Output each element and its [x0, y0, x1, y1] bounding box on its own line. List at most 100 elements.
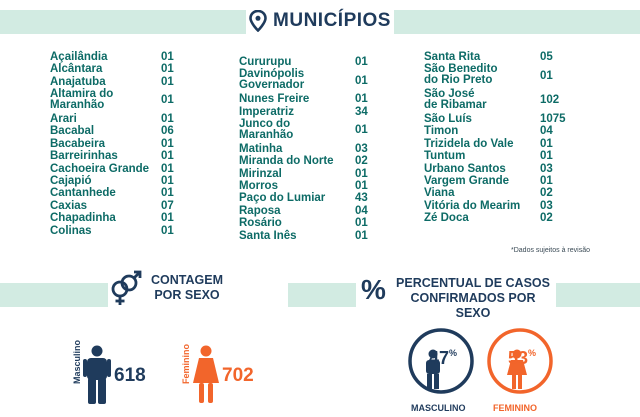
- municipality-name: Timon: [424, 125, 459, 138]
- municipality-name: Trizidela do Vale: [424, 137, 514, 150]
- municipality-row: Tuntum 01: [424, 150, 553, 163]
- municipality-row: Mirinzal 01: [239, 167, 368, 180]
- municipality-name: Zé Doca: [424, 212, 469, 225]
- municipality-count: 01: [161, 75, 174, 88]
- municipality-name: Urbano Santos: [424, 162, 506, 175]
- revision-note: *Dados sujeitos à revisão: [511, 247, 590, 254]
- municipality-count: 01: [161, 175, 174, 187]
- municipality-count: 02: [355, 155, 368, 168]
- municipality-row: Imperatriz 34: [239, 105, 368, 118]
- municipality-count: 102: [540, 94, 560, 107]
- municipality-count: 01: [355, 74, 368, 87]
- municipality-name: de Ribamar: [424, 99, 487, 112]
- municipality-name: Tuntum: [424, 150, 466, 163]
- municipality-name: Nunes Freire: [239, 93, 310, 106]
- municipality-count: 07: [161, 199, 174, 212]
- municipality-count: 1075: [540, 113, 566, 125]
- municipality-name: Arari: [50, 113, 77, 125]
- municipality-count: 01: [355, 167, 368, 180]
- municipality-count: 01: [161, 224, 174, 237]
- municipality-row: Vargem Grande 01: [424, 175, 553, 187]
- municipality-count: 01: [355, 124, 368, 137]
- male-percent-label: MASCULINO: [411, 403, 466, 413]
- municipality-row: São Benedito do Rio Preto 01: [424, 64, 553, 87]
- municipality-name: Matinha: [239, 142, 283, 155]
- municipality-row: Cururupu 01: [239, 56, 368, 68]
- municipality-name: Bacabal: [50, 125, 95, 138]
- municipality-name: Raposa: [239, 204, 281, 217]
- municipality-count: 01: [161, 137, 174, 150]
- municipality-row: Altamira do Maranhão 01: [50, 88, 174, 112]
- municipality-count: 01: [161, 162, 174, 175]
- municipality-row: Matinha 03: [239, 142, 368, 155]
- municipality-name: Governador: [239, 79, 305, 92]
- municipality-row: Bacabeira 01: [50, 138, 174, 150]
- municipality-row: Trizidela do Vale 01: [424, 137, 553, 150]
- municipality-row: Cajapió 01: [50, 175, 174, 187]
- municipality-name: Morros: [239, 180, 278, 192]
- municipality-name: Alcântara: [50, 63, 103, 76]
- municipality-row: Miranda do Norte 02: [239, 155, 368, 168]
- percent-section-icon: %: [361, 274, 386, 305]
- map-pin-icon: [249, 10, 267, 32]
- female-percent-ring: [487, 328, 553, 394]
- municipality-count: 34: [355, 105, 368, 118]
- header-title-box: MUNICÍPIOS: [246, 6, 394, 36]
- municipality-name: Junco do: [239, 118, 291, 130]
- municipality-name: Maranhão: [50, 99, 105, 112]
- female-count: 702: [222, 365, 254, 386]
- page-title: MUNICÍPIOS: [273, 10, 391, 31]
- municipality-name: Anajatuba: [50, 75, 106, 88]
- municipality-count: 01: [161, 212, 174, 225]
- municipality-row: Nunes Freire 01: [239, 93, 368, 106]
- municipality-row: Zé Doca 02: [424, 212, 553, 225]
- municipality-name: Viana: [424, 187, 455, 200]
- municipality-name: Mirinzal: [239, 167, 282, 180]
- municipality-count: 43: [355, 192, 368, 205]
- municipality-name: Santa Inês: [239, 229, 297, 242]
- municipality-row: Vitória do Mearim 03: [424, 200, 553, 212]
- municipality-name: São José: [424, 88, 475, 101]
- municipality-count: 01: [161, 51, 174, 63]
- municipality-name: Imperatriz: [239, 105, 294, 118]
- municipality-row: Colinas 01: [50, 224, 174, 237]
- municipality-name: Cajapió: [50, 175, 92, 187]
- municipality-row: Cantanhede 01: [50, 188, 174, 200]
- municipality-count: 04: [540, 125, 553, 138]
- municipality-row: Morros 01: [239, 180, 368, 192]
- female-percent-sign: %: [528, 348, 537, 358]
- municipality-name: Altamira do: [50, 88, 114, 101]
- municipality-count: 06: [161, 125, 174, 138]
- municipality-row: Barreirinhas 01: [50, 150, 174, 163]
- male-percent-ring: [408, 328, 474, 394]
- municipality-name: Barreirinhas: [50, 150, 118, 163]
- gender-symbols-icon: [111, 270, 142, 305]
- municipality-row: Santa Rita 05: [424, 51, 553, 63]
- municipality-count: 01: [540, 175, 553, 187]
- municipality-count: 01: [355, 180, 368, 192]
- municipality-row: Arari 01: [50, 113, 174, 125]
- municipality-row: Alcântara 01: [50, 63, 174, 76]
- municipality-name: Rosário: [239, 217, 282, 230]
- municipality-row: Raposa 04: [239, 204, 368, 217]
- male-percent-value: 47: [429, 348, 450, 368]
- municipality-count: 02: [540, 187, 553, 200]
- municipality-count: 03: [355, 142, 368, 155]
- municipality-name: Vargem Grande: [424, 175, 510, 187]
- municipality-name: Paço do Lumiar: [239, 192, 326, 205]
- woman-icon: [193, 345, 219, 403]
- municipality-name: Colinas: [50, 224, 92, 237]
- municipality-name: Caxias: [50, 199, 88, 212]
- municipality-count: 01: [540, 69, 553, 82]
- male-percent: 47%: [429, 348, 457, 369]
- municipality-row: Chapadinha 01: [50, 212, 174, 224]
- municipality-count: 01: [355, 229, 368, 242]
- municipality-row: Davinópolis Governador 01: [239, 69, 368, 92]
- municipality-name: Cururupu: [239, 56, 292, 68]
- municipality-name: Miranda do Norte: [239, 155, 334, 168]
- municipality-row: Paço do Lumiar 43: [239, 192, 368, 205]
- municipality-count: 01: [355, 93, 368, 106]
- female-percent-value: 53: [508, 348, 529, 368]
- percent-header: [356, 266, 556, 312]
- sex-count-title: CONTAGEM POR SEXO: [151, 273, 223, 302]
